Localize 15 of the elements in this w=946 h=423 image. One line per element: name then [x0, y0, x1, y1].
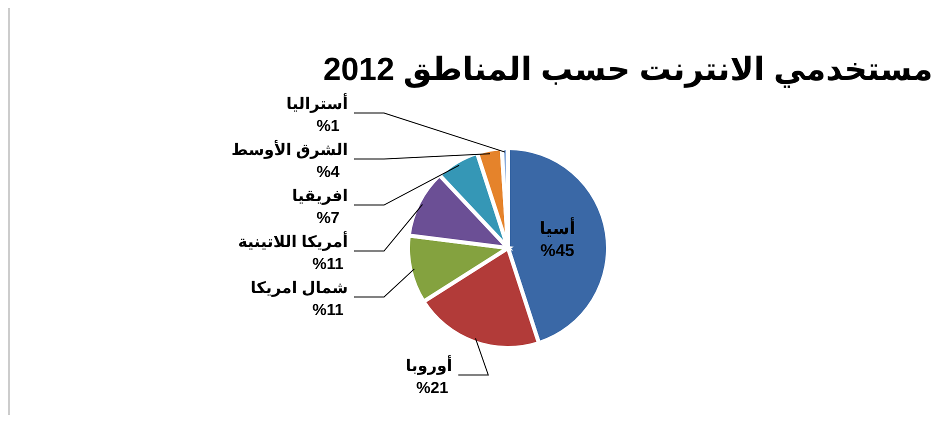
slice-label: أمريكا اللاتينية	[238, 231, 348, 252]
slice-label: أسيا	[539, 217, 576, 238]
chart-title: مستخدمي الانترنت حسب المناطق 2012	[323, 51, 933, 88]
slice-label: أوروبا	[406, 355, 452, 375]
data-label: %45	[540, 241, 574, 260]
slice-label: أستراليا	[286, 93, 348, 114]
data-label: %21	[416, 380, 448, 397]
data-label: %11	[312, 302, 344, 320]
data-label: %1	[316, 118, 340, 136]
slice-label: الشرق الأوسط	[231, 139, 348, 160]
slice-label: افريقيا	[292, 188, 348, 206]
data-label: %11	[312, 256, 344, 274]
data-label: %4	[316, 164, 340, 182]
data-label: %7	[316, 210, 340, 228]
slice-label: شمال امريكا	[250, 280, 348, 298]
